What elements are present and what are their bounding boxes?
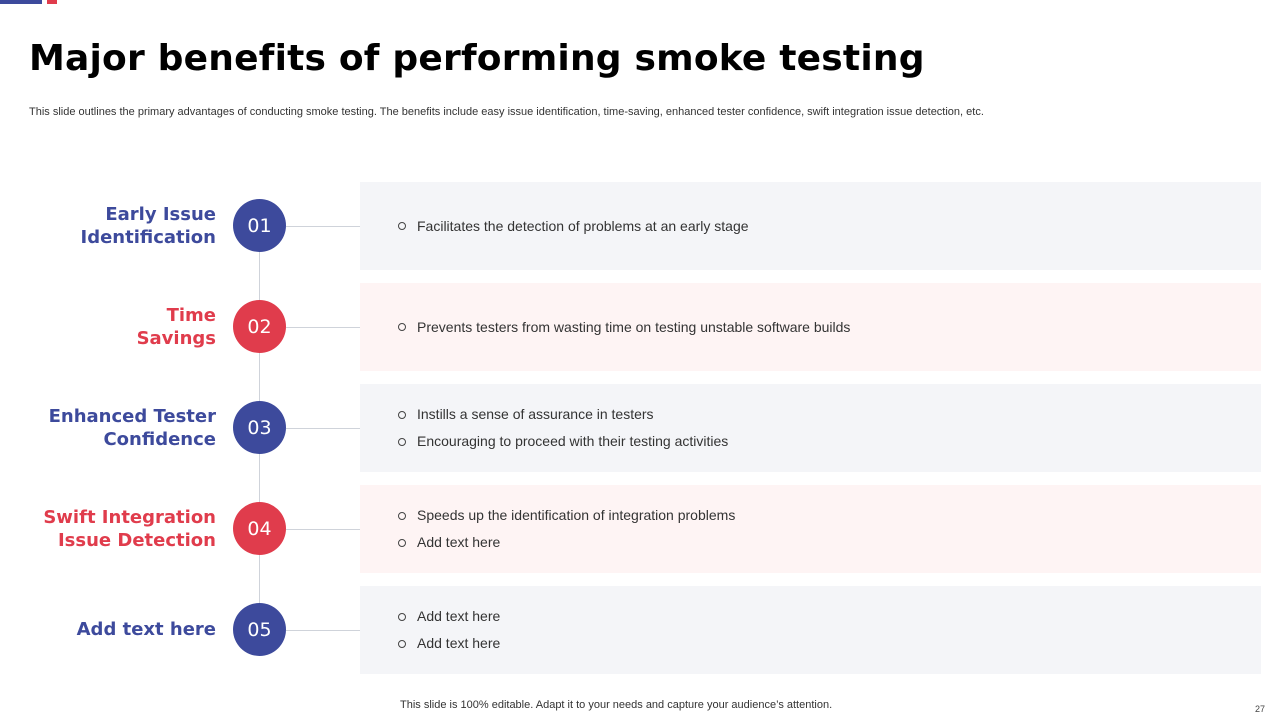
connector-line (286, 428, 360, 429)
bullet-item: Facilitates the detection of problems at… (398, 213, 1261, 240)
benefit-panel: Facilitates the detection of problems at… (360, 182, 1261, 270)
benefit-number-badge: 05 (233, 603, 286, 656)
benefit-number-badge: 01 (233, 199, 286, 252)
slide-subtitle: This slide outlines the primary advantag… (29, 106, 984, 118)
benefit-label-line1: Add text here (76, 619, 216, 640)
bullet-text: Add text here (417, 534, 501, 550)
benefit-label-line2: Issue Detection (57, 530, 216, 551)
benefit-label-line1: Enhanced Tester (48, 406, 216, 427)
bullet-item: Speeds up the identification of integrat… (398, 502, 1261, 529)
benefit-row-3: Enhanced Tester Confidence 03 Instills a… (0, 384, 1280, 472)
circle-bullet-icon (398, 612, 406, 621)
connector-line (286, 327, 360, 328)
benefit-label-line2: Confidence (103, 429, 216, 450)
benefit-number-badge: 04 (233, 502, 286, 555)
connector-line (286, 529, 360, 530)
bullet-text: Add text here (417, 635, 501, 651)
benefit-panel: Prevents testers from wasting time on te… (360, 283, 1261, 371)
bullet-text: Encouraging to proceed with their testin… (417, 433, 729, 449)
benefit-label: Swift Integration Issue Detection (0, 506, 216, 552)
benefit-label: Time Savings (0, 304, 216, 350)
footer-note: This slide is 100% editable. Adapt it to… (400, 699, 833, 711)
benefit-row-1: Early Issue Identification 01 Facilitate… (0, 182, 1280, 270)
circle-bullet-icon (398, 639, 406, 648)
bullet-text: Add text here (417, 608, 501, 624)
bullet-item: Encouraging to proceed with their testin… (398, 428, 1261, 455)
circle-bullet-icon (398, 410, 406, 419)
benefit-label-line2: Savings (136, 328, 216, 349)
bullet-item: Add text here (398, 630, 1261, 657)
benefit-panel: Add text here Add text here (360, 586, 1261, 674)
bullet-item: Prevents testers from wasting time on te… (398, 314, 1261, 341)
circle-bullet-icon (398, 437, 406, 446)
connector-line (286, 226, 360, 227)
benefit-label-line2: Identification (80, 227, 217, 248)
benefit-label-line1: Early Issue (105, 204, 216, 225)
bullet-text: Prevents testers from wasting time on te… (417, 318, 851, 335)
circle-bullet-icon (398, 323, 406, 331)
connector-line (286, 630, 360, 631)
benefit-row-4: Swift Integration Issue Detection 04 Spe… (0, 485, 1280, 573)
circle-bullet-icon (398, 222, 406, 230)
top-accent-bar-blue (0, 0, 42, 4)
benefit-label: Early Issue Identification (0, 203, 217, 249)
benefit-row-5: Add text here 05 Add text here Add text … (0, 586, 1280, 674)
benefit-label-line1: Swift Integration (43, 507, 216, 528)
benefit-row-2: Time Savings 02 Prevents testers from wa… (0, 283, 1280, 371)
circle-bullet-icon (398, 538, 406, 547)
benefit-number-badge: 03 (233, 401, 286, 454)
bullet-text: Facilitates the detection of problems at… (417, 217, 749, 234)
top-accent-bar-red (47, 0, 57, 4)
benefit-label-line1: Time (166, 305, 216, 326)
benefit-number-badge: 02 (233, 300, 286, 353)
bullet-text: Instills a sense of assurance in testers (417, 406, 654, 422)
benefit-label: Add text here (0, 618, 216, 641)
benefit-panel: Speeds up the identification of integrat… (360, 485, 1261, 573)
bullet-text: Speeds up the identification of integrat… (417, 507, 736, 523)
bullet-item: Add text here (398, 603, 1261, 630)
circle-bullet-icon (398, 511, 406, 520)
slide-title: Major benefits of performing smoke testi… (29, 38, 925, 79)
page-number: 27 (1255, 704, 1266, 714)
benefit-panel: Instills a sense of assurance in testers… (360, 384, 1261, 472)
bullet-item: Add text here (398, 529, 1261, 556)
bullet-item: Instills a sense of assurance in testers (398, 401, 1261, 428)
benefit-label: Enhanced Tester Confidence (0, 405, 216, 451)
